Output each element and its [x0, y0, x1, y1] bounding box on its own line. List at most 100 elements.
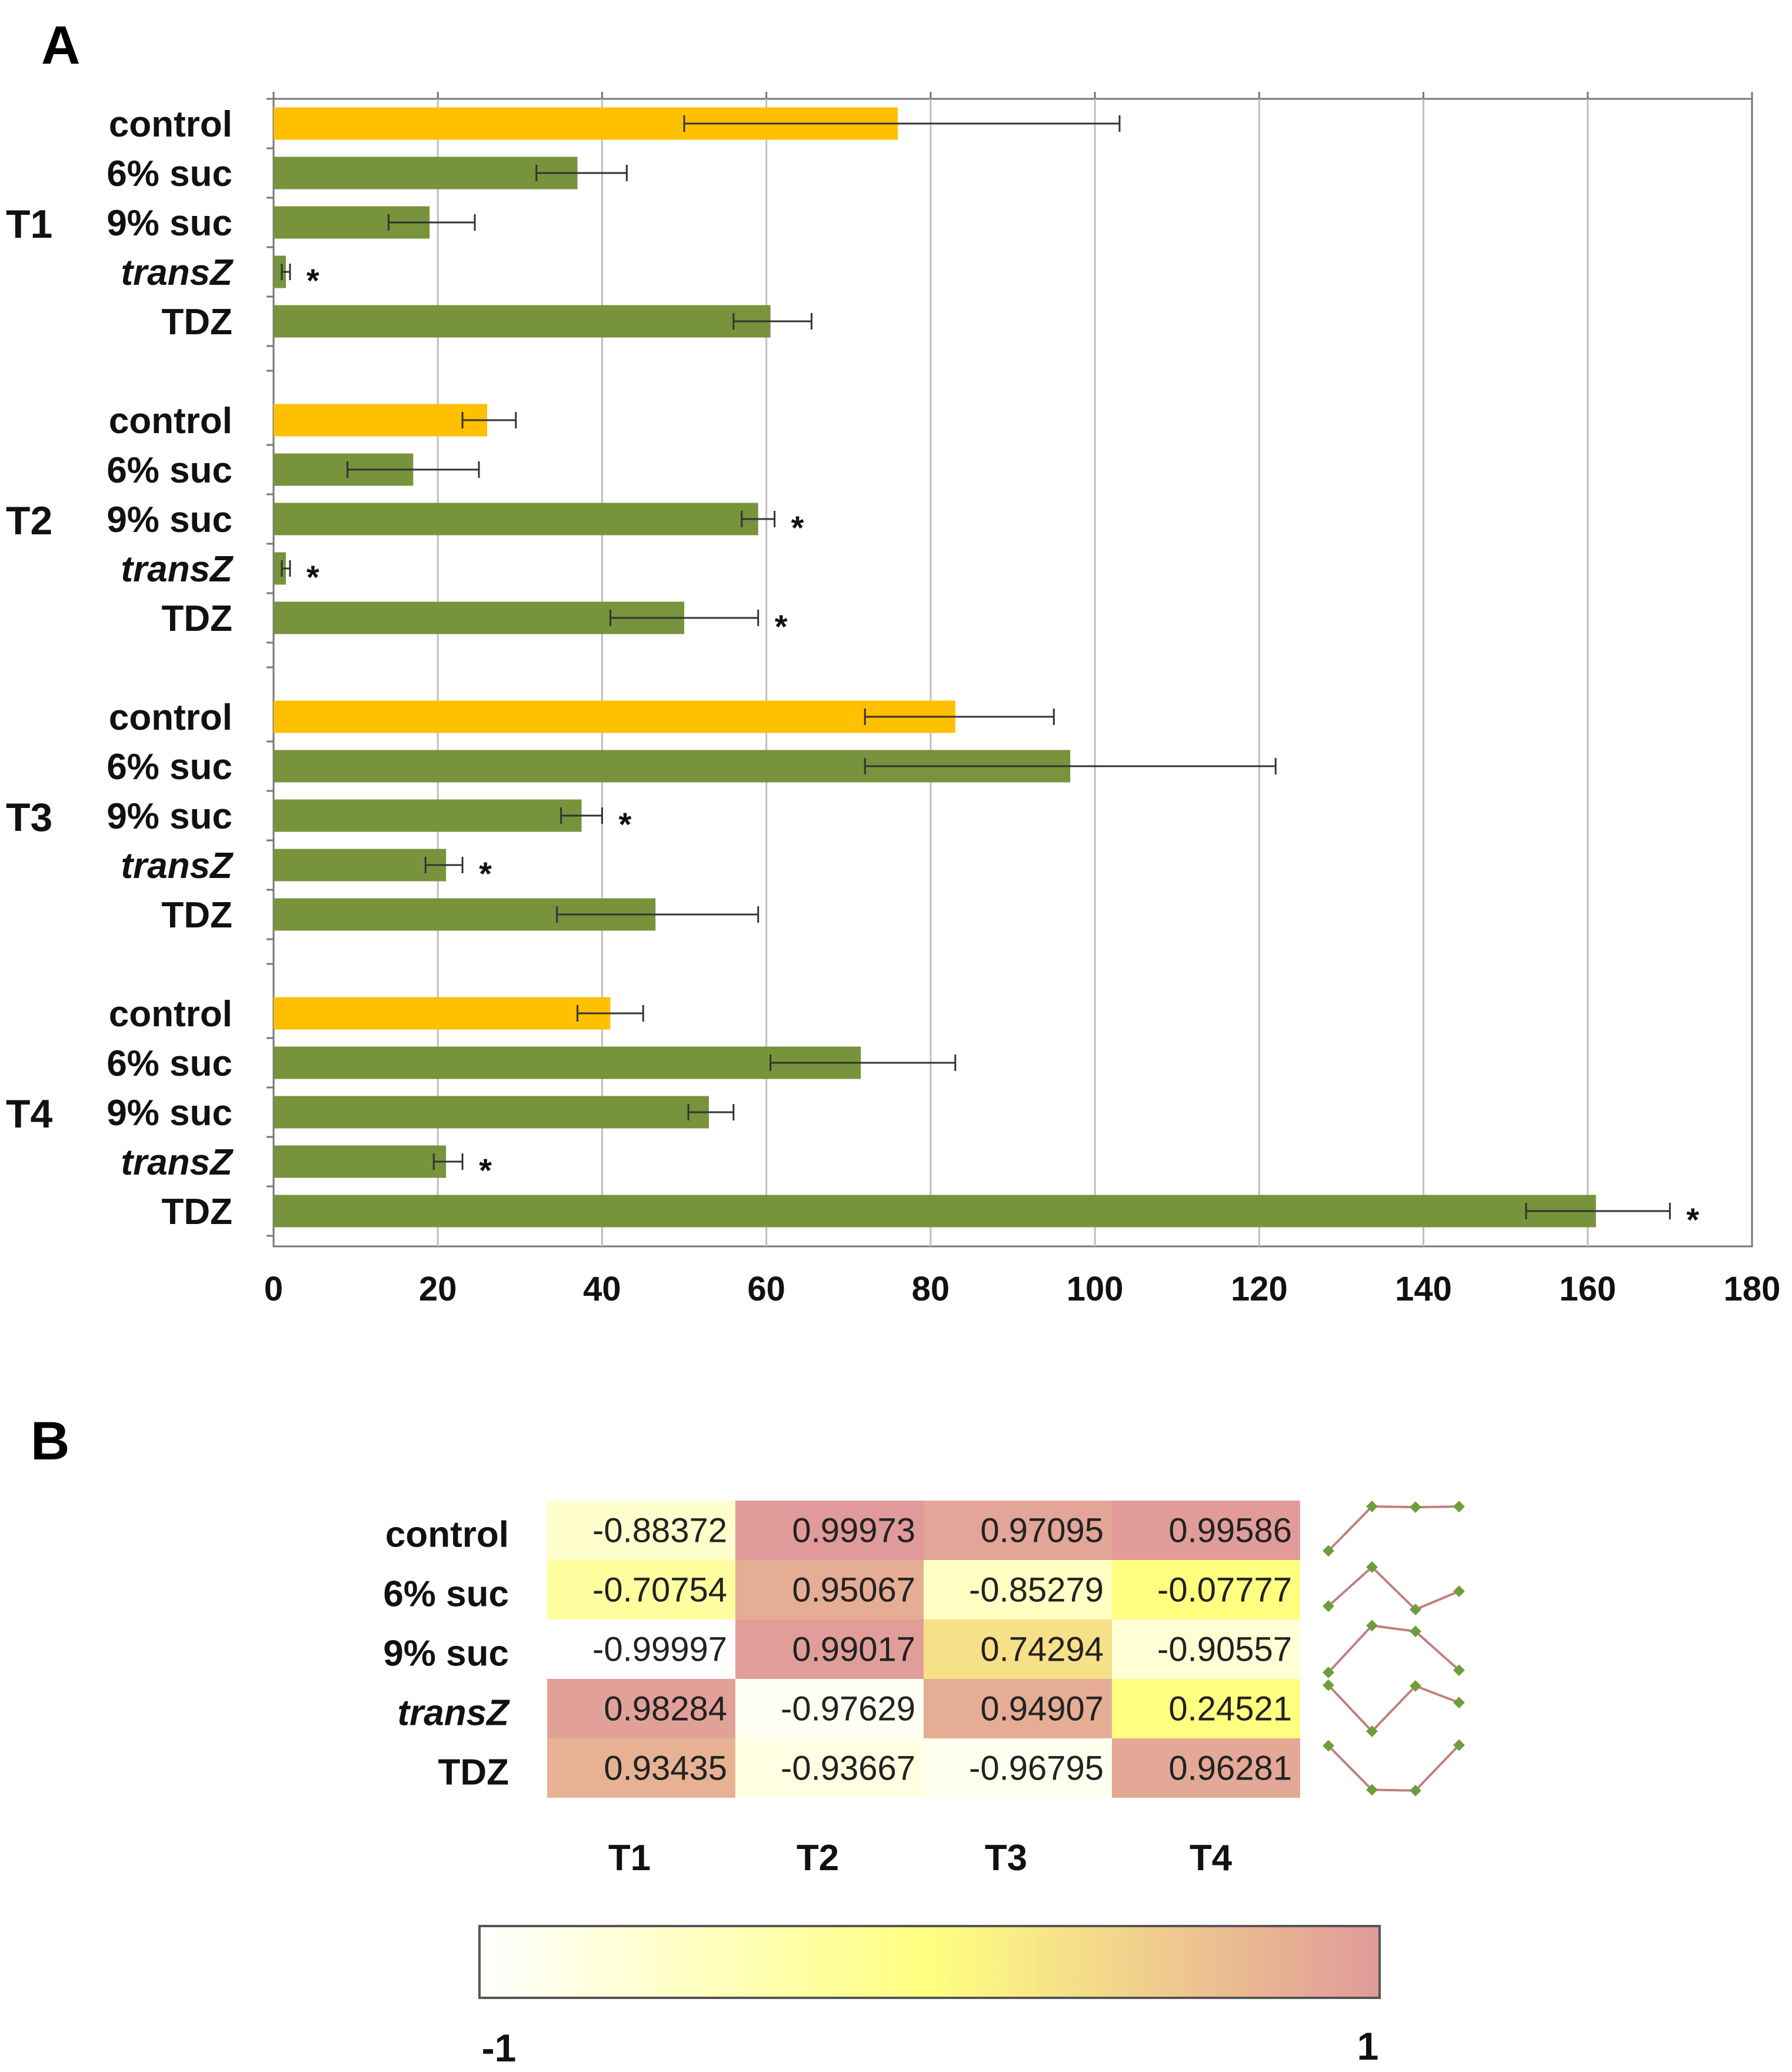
- heatmap-cell-value: 0.99017: [792, 1631, 915, 1669]
- bar: [274, 503, 758, 536]
- significance-marker: *: [791, 509, 804, 546]
- x-tick-label: 20: [419, 1270, 457, 1308]
- heatmap-cell: [924, 1501, 1112, 1560]
- scale-min-label: -1: [482, 2026, 517, 2070]
- heatmap-cell-value: 0.95067: [792, 1571, 915, 1609]
- sparkline: [1327, 1624, 1460, 1674]
- category-label: 9% suc: [106, 796, 232, 837]
- heatmap-cell: [924, 1619, 1112, 1679]
- category-label: 9% suc: [106, 500, 232, 540]
- category-label: control: [109, 401, 232, 441]
- color-scale-bar: [478, 1925, 1381, 1999]
- heatmap-cell: [547, 1738, 735, 1798]
- bar: [274, 700, 955, 733]
- sparkline-marker: [1453, 1739, 1465, 1751]
- x-tick-label: 180: [1724, 1270, 1781, 1308]
- plot-frame: [272, 98, 1753, 1248]
- sparkline-marker: [1323, 1600, 1334, 1612]
- heatmap-cell-value: 0.99586: [1168, 1512, 1292, 1550]
- heatmap-cell: [1112, 1679, 1300, 1738]
- heatmap-cell: [1112, 1560, 1300, 1619]
- heatmap-cell: [547, 1560, 735, 1619]
- heatmap-row-label: control: [385, 1515, 509, 1555]
- category-label: TDZ: [161, 302, 232, 342]
- heatmap-cell-value: 0.96281: [1168, 1750, 1292, 1788]
- significance-marker: *: [479, 1152, 492, 1189]
- sparkline-marker: [1366, 1725, 1378, 1737]
- heatmap-column-label: T4: [1190, 1838, 1233, 1878]
- group-label: T4: [6, 1092, 53, 1136]
- heatmap-cell: [735, 1738, 924, 1798]
- category-label: control: [109, 697, 232, 738]
- significance-marker: *: [479, 855, 492, 892]
- scale-max-label: 1: [1357, 2024, 1379, 2068]
- x-tick-label: 120: [1231, 1270, 1288, 1308]
- heatmap-cell-value: -0.85279: [969, 1571, 1104, 1609]
- category-label: TDZ: [161, 895, 232, 936]
- bar: [274, 997, 611, 1030]
- group-label: T2: [6, 498, 52, 543]
- category-label: 6% suc: [106, 747, 232, 787]
- sparkline-marker: [1323, 1740, 1334, 1752]
- category-label: 6% suc: [106, 450, 232, 491]
- heatmap-cell-value: 0.74294: [980, 1631, 1104, 1669]
- category-label: TDZ: [161, 1192, 232, 1232]
- significance-marker: *: [307, 262, 319, 299]
- sparkline-marker: [1366, 1619, 1378, 1632]
- x-tick-label: 0: [264, 1270, 283, 1308]
- significance-marker: *: [618, 806, 631, 843]
- sparkline-marker: [1453, 1664, 1465, 1677]
- category-label: 6% suc: [106, 154, 232, 194]
- bar: [274, 404, 487, 437]
- category-label: 9% suc: [106, 203, 232, 244]
- category-label: transZ: [121, 1142, 234, 1183]
- heatmap-cell: [924, 1679, 1112, 1738]
- x-tick-label: 80: [912, 1270, 950, 1308]
- heatmap-cell-value: 0.99973: [792, 1512, 915, 1550]
- sparkline-marker: [1410, 1625, 1421, 1638]
- bar: [274, 1145, 447, 1178]
- category-label: 9% suc: [106, 1093, 232, 1133]
- category-label: 6% suc: [106, 1043, 232, 1084]
- bar: [274, 1195, 1596, 1228]
- category-label: transZ: [121, 549, 234, 590]
- heatmap-cell: [735, 1679, 924, 1738]
- heatmap-cell: [735, 1501, 924, 1560]
- heatmap-cell: [735, 1560, 924, 1619]
- sparkline: [1327, 1744, 1460, 1792]
- sparkline-marker: [1410, 1680, 1421, 1692]
- sparkline: [1327, 1684, 1460, 1733]
- significance-marker: *: [307, 558, 319, 596]
- sparkline-marker: [1453, 1697, 1465, 1709]
- heatmap: control -0.88372 0.99973 0.97095 0.99586 6% s…: [383, 1501, 1465, 2070]
- heatmap-cell: [924, 1738, 1112, 1798]
- heatmap-column-label: T1: [608, 1838, 651, 1878]
- heatmap-cell: [735, 1619, 924, 1679]
- heatmap-cell-value: -0.07777: [1157, 1571, 1292, 1609]
- heatmap-cell: [547, 1679, 735, 1738]
- sparkline-marker: [1410, 1501, 1421, 1514]
- category-label: TDZ: [161, 598, 232, 639]
- significance-marker: *: [1686, 1201, 1699, 1238]
- group-label: T3: [6, 795, 52, 840]
- heatmap-cell-value: -0.99997: [592, 1631, 727, 1669]
- heatmap-row-label: 9% suc: [383, 1634, 509, 1674]
- category-label: transZ: [121, 252, 234, 293]
- category-label: control: [109, 994, 232, 1035]
- x-tick-label: 160: [1559, 1270, 1616, 1308]
- sparkline-marker: [1323, 1667, 1334, 1678]
- sparkline-marker: [1323, 1545, 1334, 1557]
- heatmap-row-label: transZ: [398, 1693, 511, 1734]
- heatmap-cell-value: -0.97629: [781, 1690, 915, 1728]
- heatmap-cell-value: 0.98284: [604, 1690, 727, 1728]
- sparkline-marker: [1410, 1784, 1421, 1797]
- bar-chart: 0 20 40 60 80 100 120 140 160 180 control 6% suc 9% …: [6, 92, 1780, 1308]
- sparkline: [1327, 1505, 1460, 1552]
- heatmap-cell-value: 0.24521: [1168, 1690, 1292, 1728]
- bar: [274, 849, 447, 882]
- sparkline-marker: [1366, 1784, 1378, 1796]
- heatmap-cell-value: -0.93667: [781, 1750, 915, 1788]
- bar: [274, 1046, 861, 1079]
- heatmap-cell-value: 0.93435: [604, 1750, 727, 1788]
